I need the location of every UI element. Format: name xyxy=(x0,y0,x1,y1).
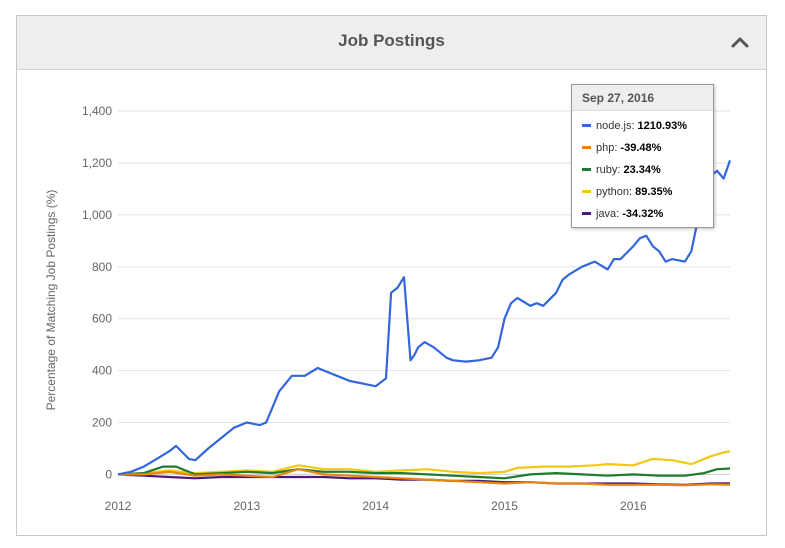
legend-swatch xyxy=(582,167,591,171)
tooltip-series-name: python: xyxy=(596,186,633,198)
panel-title: Job Postings xyxy=(338,31,445,50)
chevron-up-icon xyxy=(731,37,749,48)
tooltip-series-name: node.js: xyxy=(596,120,635,132)
tooltip-row: java: -34.32% xyxy=(582,208,663,220)
legend-swatch xyxy=(582,211,591,215)
tooltip-row: php: -39.48% xyxy=(582,142,661,154)
y-tick-label: 1,400 xyxy=(82,104,112,118)
hover-tooltip: Sep 27, 2016 node.js: 1210.93% php: -39.48%… xyxy=(571,84,714,228)
x-tick-label: 2012 xyxy=(105,499,132,513)
tooltip-series-name: php: xyxy=(596,142,618,154)
y-tick-label: 400 xyxy=(92,364,112,378)
x-tick-label: 2013 xyxy=(233,499,260,513)
tooltip-row: python: 89.35% xyxy=(582,186,672,198)
x-tick-label: 2015 xyxy=(491,499,518,513)
legend-swatch xyxy=(582,145,591,149)
tooltip-series-name: java: xyxy=(596,208,620,220)
y-tick-label: 0 xyxy=(105,467,112,481)
tooltip-series-value: -34.32% xyxy=(622,208,664,220)
x-tick-label: 2016 xyxy=(620,499,647,513)
y-tick-label: 600 xyxy=(92,312,112,326)
collapse-button[interactable] xyxy=(728,30,752,54)
x-tick-label: 2014 xyxy=(362,499,389,513)
axes: 0 200 400 600 800 1,000 1,200 1,400 2012 2013 2014… xyxy=(82,104,647,513)
y-tick-label: 1,200 xyxy=(82,156,112,170)
y-tick-label: 800 xyxy=(92,260,112,274)
tooltip-date: Sep 27, 2016 xyxy=(572,85,713,111)
series-lines xyxy=(117,160,732,487)
tooltip-series-value: 23.34% xyxy=(623,164,661,176)
y-axis-label: Percentage of Matching Job Postings (%) xyxy=(44,190,58,411)
tooltip-series-value: 89.35% xyxy=(635,186,673,198)
series-line-node-js xyxy=(117,160,732,476)
legend-swatch xyxy=(582,123,591,127)
legend-swatch xyxy=(582,189,591,193)
tooltip-series-value: 1210.93% xyxy=(637,120,688,132)
y-tick-label: 200 xyxy=(92,416,112,430)
series-line-ruby xyxy=(117,465,731,480)
tooltip-row: node.js: 1210.93% xyxy=(582,120,687,132)
tooltip-row: ruby: 23.34% xyxy=(582,164,661,176)
series-line-php xyxy=(118,468,731,487)
tooltip-series-name: ruby: xyxy=(596,164,621,176)
panel-header: Job Postings xyxy=(17,16,766,70)
tooltip-series-value: -39.48% xyxy=(620,142,662,154)
y-tick-label: 1,000 xyxy=(82,208,112,222)
series-line-python xyxy=(117,450,731,476)
